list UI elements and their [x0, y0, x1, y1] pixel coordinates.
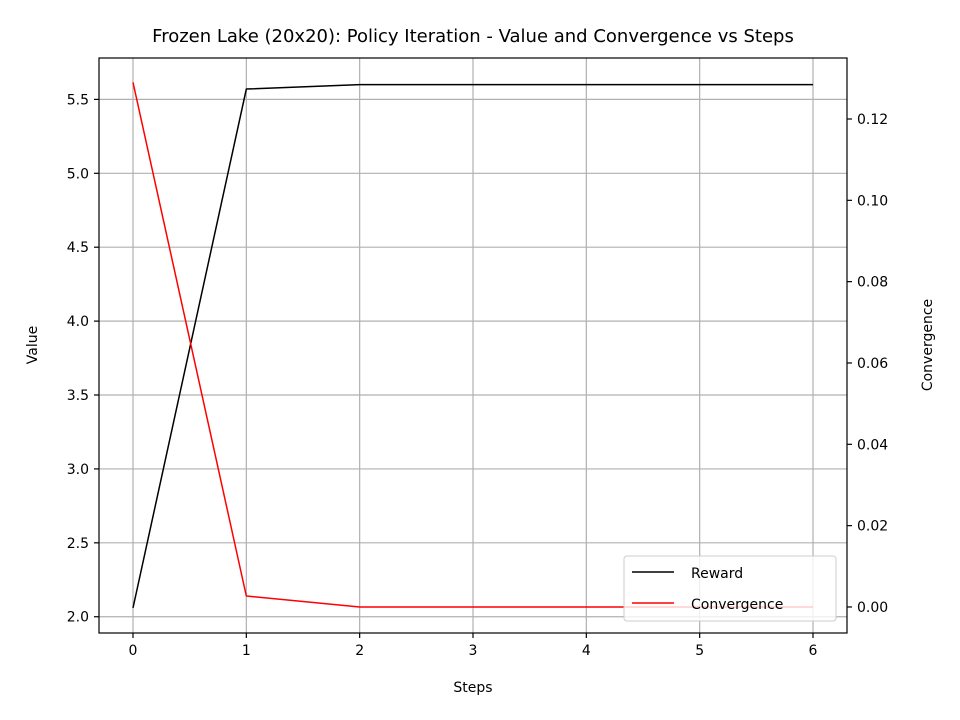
- x-tick-label: 0: [129, 643, 138, 659]
- x-tick-label: 1: [242, 643, 251, 659]
- y2-tick-label: 0.02: [857, 519, 888, 535]
- y-tick-label: 2.0: [67, 610, 89, 626]
- y-tick-label: 5.5: [67, 92, 89, 108]
- grid: [99, 58, 847, 633]
- y-tick-label: 2.5: [67, 536, 89, 552]
- y-axis-label: Value: [25, 326, 41, 364]
- legend-label-reward: Reward: [691, 566, 743, 582]
- series-line-reward: [132, 83, 813, 609]
- x-tick-label: 3: [469, 643, 478, 659]
- legend: Reward Convergence: [623, 555, 837, 622]
- legend-label-convergence: Convergence: [691, 597, 783, 613]
- chart-title: Frozen Lake (20x20): Policy Iteration - …: [152, 26, 794, 47]
- y2-tick-label: 0.04: [857, 437, 888, 453]
- x-axis-label: Steps: [453, 680, 492, 696]
- y-tick-label: 3.5: [67, 388, 89, 404]
- y-tick-label: 4.0: [67, 314, 89, 330]
- x-tick-label: 6: [809, 643, 818, 659]
- y2-tick-label: 0.06: [857, 356, 888, 372]
- y2-tick-label: 0.00: [857, 600, 888, 616]
- y2-tick-label: 0.10: [857, 193, 888, 209]
- y-tick-label: 3.0: [67, 462, 89, 478]
- y-tick-label: 4.5: [67, 240, 89, 256]
- x-tick-label: 5: [695, 643, 704, 659]
- axes: 0 1 2 3 4 5 6 2.0 2.5 3.0 3.5 4.0 4.5 5.0 5.5 0.00 0.02 0…: [67, 92, 889, 659]
- y2-axis-label: Convergence: [920, 299, 936, 391]
- x-tick-label: 2: [355, 643, 364, 659]
- legend-box: [623, 555, 837, 622]
- y2-tick-label: 0.12: [857, 112, 888, 128]
- y2-tick-label: 0.08: [857, 275, 888, 291]
- x-tick-label: 4: [582, 643, 591, 659]
- y-tick-label: 5.0: [67, 166, 89, 182]
